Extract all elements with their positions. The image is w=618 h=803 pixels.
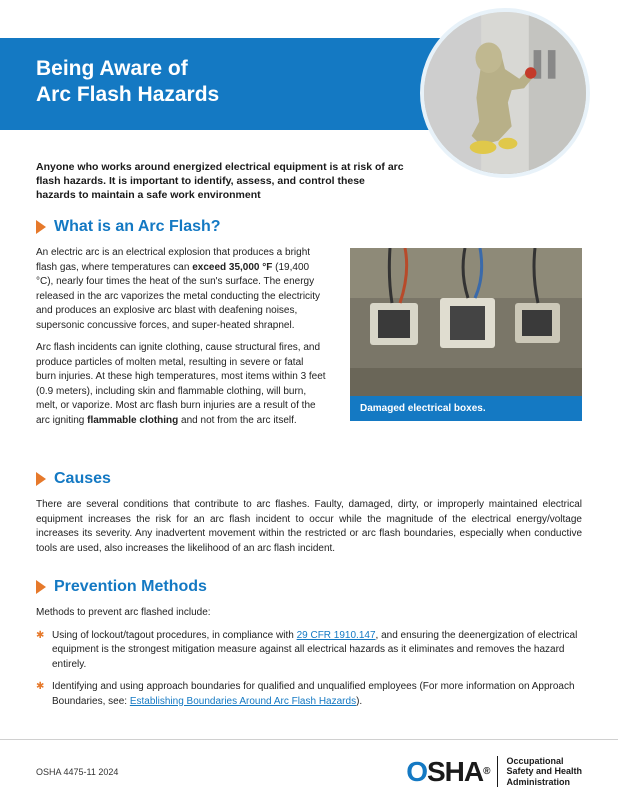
intro-text: Anyone who works around energized electr… [36,160,406,203]
arrow-right-icon [36,472,46,486]
title-line-1: Being Aware of [36,57,188,80]
osha-org-name: Occupational Safety and Health Administr… [497,756,582,787]
list-item: Identifying and using approach boundarie… [36,680,582,709]
causes-para: There are several conditions that contri… [36,498,582,556]
section-body: There are several conditions that contri… [36,498,582,556]
list-item: Using of lockout/tagout procedures, in c… [36,629,582,673]
prevention-lead: Methods to prevent arc flashed include: [36,606,582,621]
prevention-list: Using of lockout/tagout procedures, in c… [36,629,582,710]
section-title: Causes [54,470,111,488]
section-title: Prevention Methods [54,578,207,596]
hero-banner: Being Aware of Arc Flash Hazards [0,38,440,130]
figure-image [350,248,582,396]
section-header: What is an Arc Flash? [36,218,582,236]
section-causes: Causes There are several conditions that… [36,470,582,564]
cfr-link[interactable]: 29 CFR 1910.147 [297,630,376,641]
osha-wordmark: OSHA® [406,756,489,788]
hero-image-worker [420,8,590,178]
section-body: An electric arc is an electrical explosi… [36,246,326,428]
figure-damaged-boxes: Damaged electrical boxes. [350,248,582,421]
para-1: An electric arc is an electrical explosi… [36,246,326,333]
boundaries-link[interactable]: Establishing Boundaries Around Arc Flash… [130,696,356,707]
page: Being Aware of Arc Flash Hazards Anyone … [0,0,618,803]
arrow-right-icon [36,220,46,234]
osha-o-icon: O [406,756,427,788]
section-title: What is an Arc Flash? [54,218,221,236]
para-2: Arc flash incidents can ignite clothing,… [36,341,326,428]
section-prevention: Prevention Methods Methods to prevent ar… [36,578,582,717]
section-header: Prevention Methods [36,578,582,596]
footer: OSHA 4475-11 2024 OSHA® Occupational Saf… [0,739,618,803]
section-header: Causes [36,470,582,488]
figure-caption: Damaged electrical boxes. [350,396,582,421]
section-body: Methods to prevent arc flashed include: … [36,606,582,709]
arrow-right-icon [36,580,46,594]
document-id: OSHA 4475-11 2024 [36,767,118,777]
title-line-2: Arc Flash Hazards [36,83,219,106]
osha-logo: OSHA® Occupational Safety and Health Adm… [406,756,582,788]
hero-title: Being Aware of Arc Flash Hazards [36,56,440,109]
